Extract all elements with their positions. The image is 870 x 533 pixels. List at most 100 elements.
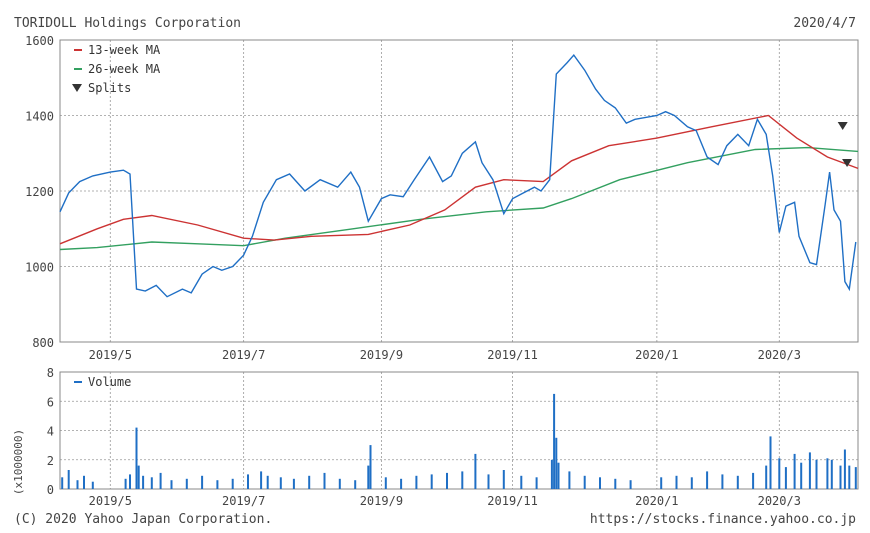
volume-bar bbox=[752, 472, 755, 489]
volume-bar bbox=[461, 471, 464, 489]
volume-bar bbox=[61, 477, 64, 489]
volume-bar bbox=[706, 471, 709, 489]
copyright-text: (C) 2020 Yahoo Japan Corporation. bbox=[14, 512, 273, 527]
volume-bar bbox=[550, 459, 553, 490]
volume-bar bbox=[839, 465, 842, 489]
volume-bar bbox=[520, 475, 523, 489]
price-y-tick-label: 1400 bbox=[25, 110, 54, 124]
volume-bar bbox=[76, 480, 79, 489]
volume-bar bbox=[170, 480, 173, 489]
split-markers bbox=[837, 122, 853, 167]
volume-bar bbox=[279, 477, 282, 489]
price-x-tick-label: 2020/1 bbox=[635, 348, 678, 362]
price-x-tick-label: 2019/11 bbox=[487, 348, 538, 362]
volume-y-tick-label: 2 bbox=[47, 454, 54, 468]
volume-x-tick-label: 2020/1 bbox=[635, 494, 678, 508]
volume-bar bbox=[369, 445, 372, 489]
volume-y-tick-labels: 0 2 4 6 8 bbox=[47, 366, 54, 497]
legend-splits-icon bbox=[72, 84, 82, 92]
legend-splits-label: Splits bbox=[88, 81, 131, 95]
volume-bar bbox=[815, 459, 818, 490]
volume-bar bbox=[690, 477, 693, 489]
volume-bar bbox=[338, 478, 341, 489]
volume-bar bbox=[843, 449, 846, 489]
volume-bar bbox=[231, 478, 234, 489]
volume-bar bbox=[721, 474, 724, 489]
price-y-tick-label: 800 bbox=[32, 336, 54, 350]
volume-bar bbox=[400, 478, 403, 489]
volume-bar bbox=[91, 481, 94, 489]
volume-bar bbox=[124, 478, 127, 489]
volume-bar bbox=[830, 459, 833, 490]
volume-bar bbox=[354, 480, 357, 489]
legend-volume-label: Volume bbox=[88, 375, 131, 389]
price-y-tick-label: 1600 bbox=[25, 34, 54, 48]
volume-bar bbox=[535, 477, 538, 489]
volume-bar bbox=[367, 465, 370, 489]
volume-bar bbox=[555, 437, 558, 489]
price-y-tick-label: 1200 bbox=[25, 185, 54, 199]
volume-y-tick-label: 0 bbox=[47, 483, 54, 497]
volume-bar bbox=[185, 478, 188, 489]
price-y-tick-label: 1000 bbox=[25, 261, 54, 275]
volume-y-tick-label: 6 bbox=[47, 395, 54, 409]
volume-bar bbox=[502, 470, 505, 489]
volume-x-tick-label: 2019/5 bbox=[89, 494, 132, 508]
volume-y-axis-label: (x1000000) bbox=[12, 429, 25, 495]
volume-bar bbox=[129, 474, 131, 489]
volume-bar bbox=[323, 472, 326, 489]
volume-bar bbox=[201, 475, 204, 489]
price-panel-frame bbox=[59, 39, 859, 343]
volume-bar bbox=[660, 477, 663, 489]
volume-bar bbox=[583, 475, 586, 489]
volume-bar bbox=[384, 477, 387, 489]
volume-bar bbox=[599, 477, 601, 489]
split-marker bbox=[837, 122, 848, 130]
volume-bar bbox=[793, 453, 796, 489]
volume-bar bbox=[675, 475, 678, 489]
volume-x-tick-label: 2019/11 bbox=[487, 494, 538, 508]
volume-bar bbox=[854, 467, 857, 489]
volume-bar bbox=[216, 480, 219, 489]
volume-bar bbox=[137, 465, 140, 489]
legend-ma13-label: 13-week MA bbox=[88, 43, 161, 57]
legend-ma26-label: 26-week MA bbox=[88, 62, 161, 76]
volume-bar bbox=[308, 475, 311, 489]
source-url-link[interactable]: https://stocks.finance.yahoo.co.jp bbox=[589, 512, 856, 527]
price-x-tick-label: 2020/3 bbox=[758, 348, 801, 362]
volume-bar bbox=[415, 475, 418, 489]
volume-legend: Volume bbox=[74, 375, 131, 389]
volume-y-tick-label: 8 bbox=[47, 366, 54, 380]
volume-bar bbox=[260, 471, 263, 489]
volume-y-tick-label: 4 bbox=[47, 425, 54, 439]
price-grid bbox=[60, 40, 858, 342]
volume-bar bbox=[736, 475, 739, 489]
volume-grid bbox=[60, 372, 858, 489]
volume-bar bbox=[142, 475, 145, 489]
volume-bar bbox=[629, 480, 632, 489]
split-marker bbox=[842, 159, 853, 167]
price-x-tick-labels: 2019/5 2019/7 2019/9 2019/11 2020/1 2020/3 bbox=[89, 348, 801, 362]
price-x-tick-label: 2019/7 bbox=[222, 348, 265, 362]
volume-bar bbox=[150, 477, 153, 489]
volume-bar bbox=[808, 452, 811, 489]
volume-bars bbox=[61, 393, 857, 490]
volume-bar bbox=[769, 436, 772, 489]
volume-bar bbox=[557, 462, 560, 489]
price-y-tick-labels: 800 1000 1200 1400 1600 bbox=[25, 34, 54, 350]
volume-x-tick-label: 2019/9 bbox=[360, 494, 403, 508]
volume-bar bbox=[848, 465, 851, 489]
volume-bar bbox=[474, 453, 477, 489]
volume-panel-frame bbox=[59, 371, 859, 490]
chart-date: 2020/4/7 bbox=[793, 16, 856, 31]
volume-bar bbox=[800, 462, 803, 489]
volume-bar bbox=[430, 474, 433, 489]
volume-bar bbox=[159, 472, 162, 489]
price-x-tick-label: 2019/5 bbox=[89, 348, 132, 362]
volume-x-tick-label: 2020/3 bbox=[758, 494, 801, 508]
volume-bar bbox=[784, 467, 787, 489]
volume-bar bbox=[446, 472, 448, 489]
volume-bar bbox=[135, 427, 138, 489]
volume-bar bbox=[266, 475, 269, 489]
